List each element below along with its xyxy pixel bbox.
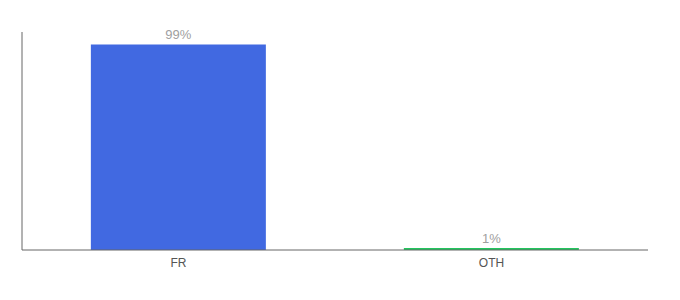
svg-text:1%: 1% bbox=[482, 231, 501, 246]
svg-text:OTH: OTH bbox=[479, 256, 504, 270]
svg-text:99%: 99% bbox=[165, 27, 191, 42]
svg-text:FR: FR bbox=[171, 256, 187, 270]
